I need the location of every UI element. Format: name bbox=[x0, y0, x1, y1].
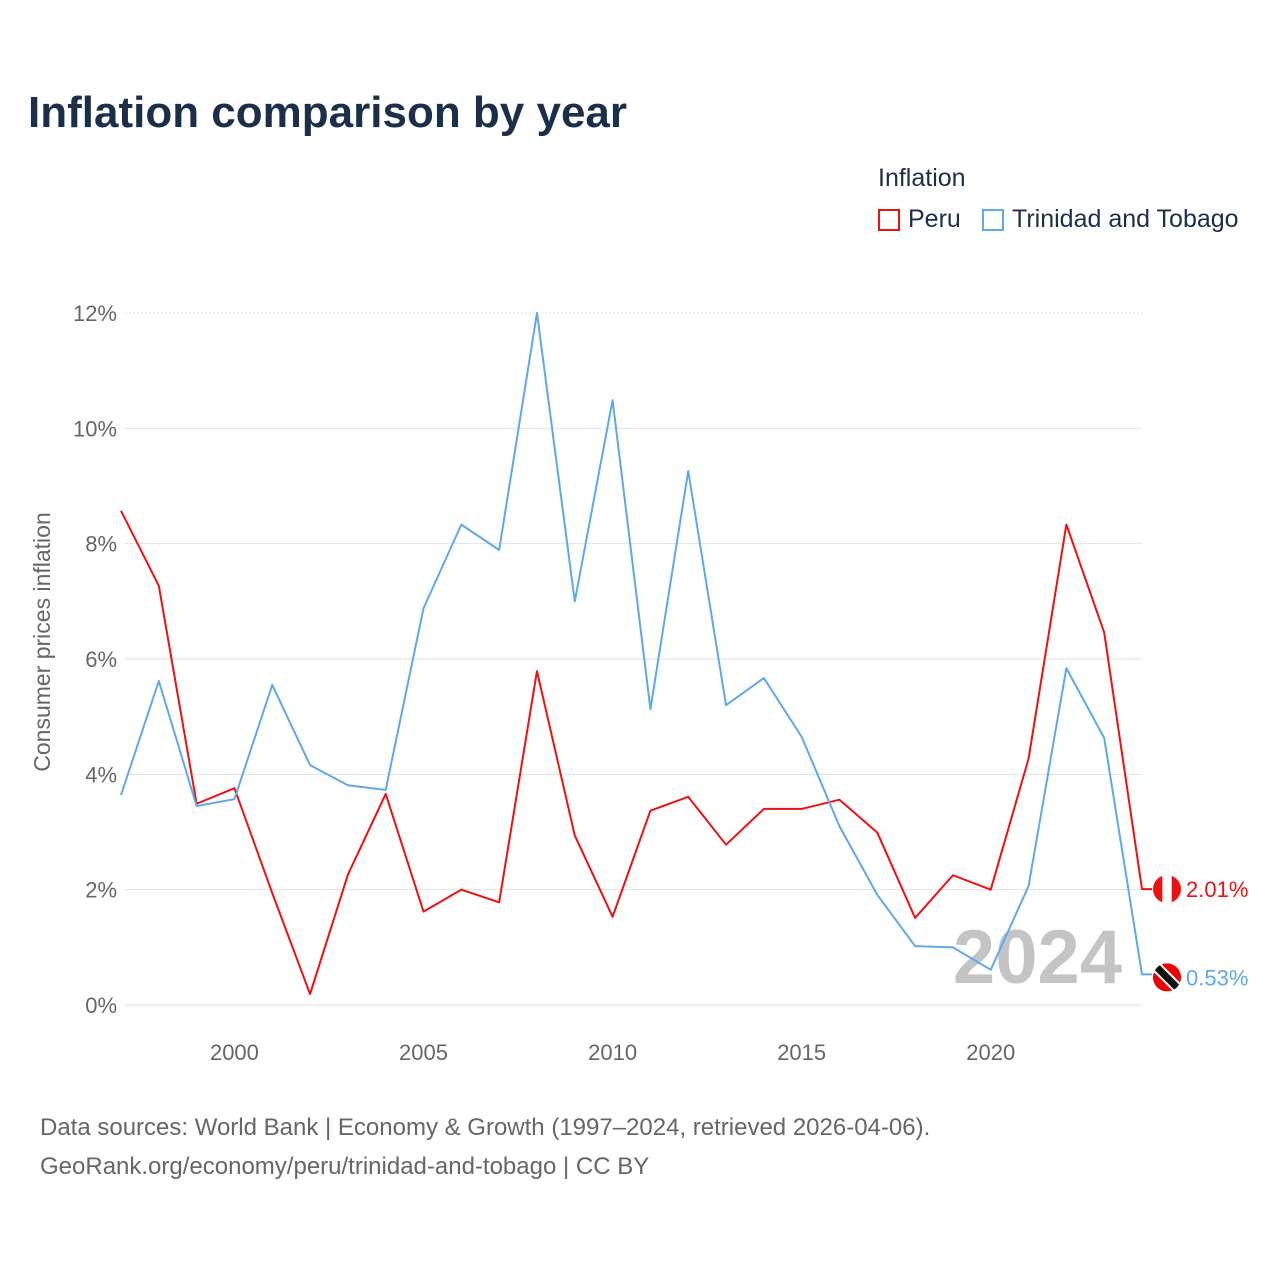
y-tick-label: 6% bbox=[85, 647, 117, 672]
footer-link[interactable]: GeoRank.org/economy/peru/trinidad-and-to… bbox=[40, 1153, 650, 1180]
series-line-peru bbox=[120, 510, 1152, 996]
y-tick-label: 8% bbox=[85, 532, 117, 557]
chart-title: Inflation comparison by year bbox=[28, 88, 628, 137]
legend-title: Inflation bbox=[878, 164, 966, 192]
legend-item-trinidad-and-tobago[interactable]: Trinidad and Tobago bbox=[982, 205, 1239, 234]
trinidad-flag-black bbox=[1153, 963, 1181, 992]
x-tick-label: 2020 bbox=[966, 1040, 1015, 1065]
y-tick-label: 2% bbox=[85, 878, 117, 903]
y-tick-label: 12% bbox=[73, 301, 117, 326]
x-tick-label: 2005 bbox=[399, 1040, 448, 1065]
legend-swatch bbox=[878, 208, 900, 231]
y-tick-label: 10% bbox=[73, 416, 117, 441]
x-tick-label: 2015 bbox=[777, 1040, 826, 1065]
x-tick-label: 2000 bbox=[210, 1040, 259, 1065]
footer-sources: Data sources: World Bank | Economy & Gro… bbox=[40, 1114, 931, 1141]
legend-label: Trinidad and Tobago bbox=[1012, 205, 1239, 233]
y-axis-label: Consumer prices inflation bbox=[29, 512, 55, 772]
y-tick-label: 0% bbox=[85, 993, 117, 1018]
y-tick-label: 4% bbox=[85, 762, 117, 787]
legend-label: Peru bbox=[908, 205, 961, 233]
legend-item-peru[interactable]: Peru bbox=[878, 205, 961, 234]
year-watermark: 2024 bbox=[953, 915, 1122, 1000]
end-value-label: 0.53% bbox=[1186, 965, 1248, 990]
peru-flag-stripe bbox=[1162, 875, 1172, 904]
footer: Data sources: World Bank | Economy & Gro… bbox=[40, 1108, 930, 1186]
series-line-trinidad-and-tobago bbox=[120, 312, 1152, 976]
end-value-label: 2.01% bbox=[1186, 877, 1248, 902]
x-tick-label: 2010 bbox=[588, 1040, 637, 1065]
legend-swatch bbox=[982, 208, 1004, 231]
